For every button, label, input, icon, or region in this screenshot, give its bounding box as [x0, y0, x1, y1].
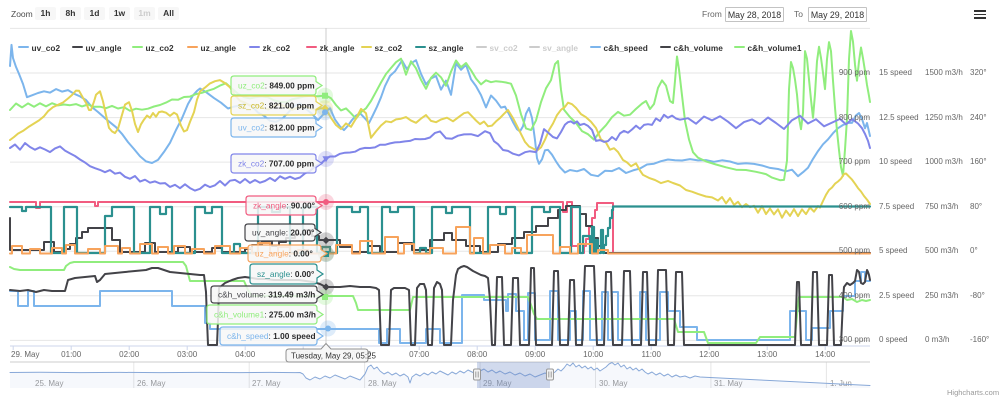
svg-text:c&h_speed: 1.00 speed: c&h_speed: 1.00 speed — [227, 331, 316, 341]
svg-text:zk_co2: 707.00 ppm: zk_co2: 707.00 ppm — [238, 158, 314, 168]
svg-text:uz_angle: 0.00°: uz_angle: 0.00° — [255, 248, 313, 258]
svg-text:zk_angle: 90.00°: zk_angle: 90.00° — [253, 200, 315, 210]
svg-text:uv_co2: 812.00 ppm: uv_co2: 812.00 ppm — [238, 122, 315, 132]
svg-text:uv_angle: 20.00°: uv_angle: 20.00° — [252, 227, 314, 237]
svg-text:c&h_volume: 319.49 m3/h: c&h_volume: 319.49 m3/h — [218, 289, 315, 299]
svg-text:uz_co2: 849.00 ppm: uz_co2: 849.00 ppm — [238, 80, 315, 90]
svg-text:sz_co2: 821.00 ppm: sz_co2: 821.00 ppm — [238, 100, 314, 110]
svg-text:c&h_volume1: 275.00 m3/h: c&h_volume1: 275.00 m3/h — [214, 309, 316, 319]
svg-text:sz_angle: 0.00°: sz_angle: 0.00° — [257, 269, 314, 279]
svg-text:Tuesday, May 29, 05:25: Tuesday, May 29, 05:25 — [291, 352, 376, 361]
